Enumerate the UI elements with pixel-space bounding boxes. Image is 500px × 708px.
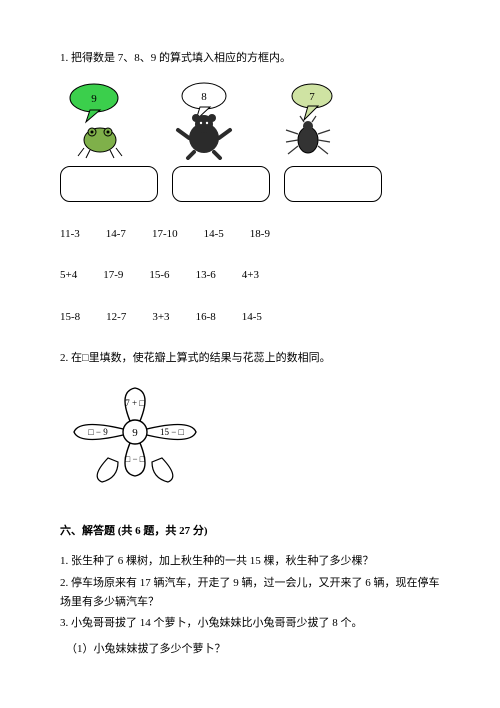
expr: 4+3 (242, 267, 259, 285)
expr: 17-10 (152, 226, 178, 244)
q1-answer-boxes (60, 166, 440, 202)
expr: 14-5 (204, 226, 224, 244)
q1-figure-7: 7 (268, 80, 348, 160)
problem-3-sub1: （1）小兔妹妹拔了多少个萝卜？ (66, 641, 440, 659)
expr: 16-8 (196, 309, 216, 327)
expr: 12-7 (106, 309, 126, 327)
question-1: 1. 把得数是 7、8、9 的算式填入相应的方框内。 9 8 (60, 50, 440, 326)
expr: 11-3 (60, 226, 80, 244)
section-6-title: 六、解答题 (共 6 题，共 27 分) (60, 523, 440, 541)
flower-figure: 9 7 + □ □ − 9 15 − □ □ − □ (60, 382, 440, 499)
q2-text: 2. 在□里填数，使花瓣上算式的结果与花蕊上的数相同。 (60, 350, 440, 368)
expr: 3+3 (152, 309, 169, 327)
flower-icon: 9 7 + □ □ − 9 15 − □ □ − □ (60, 382, 210, 492)
expr: 15-8 (60, 309, 80, 327)
petal-left: □ − 9 (88, 427, 108, 437)
q1-text: 1. 把得数是 7、8、9 的算式填入相应的方框内。 (60, 50, 440, 68)
petal-right: 15 − □ (160, 427, 185, 437)
expr-row-1: 11-3 14-7 17-10 14-5 18-9 (60, 226, 440, 244)
bubble-7-value: 7 (309, 91, 315, 103)
answer-box-7[interactable] (284, 166, 382, 202)
problem-1: 1. 张生种了 6 棵树，加上秋生种的一共 15 棵，秋生种了多少棵？ (60, 552, 440, 571)
expr: 17-9 (103, 267, 123, 285)
answer-box-9[interactable] (60, 166, 158, 202)
problem-2: 2. 停车场原来有 17 辆汽车，开走了 9 辆，过一会儿，又开来了 6 辆，现… (60, 574, 440, 611)
expr-row-3: 15-8 12-7 3+3 16-8 14-5 (60, 309, 440, 327)
expr: 18-9 (250, 226, 270, 244)
expr: 14-7 (106, 226, 126, 244)
expr: 5+4 (60, 267, 77, 285)
expr-row-2: 5+4 17-9 15-6 13-6 4+3 (60, 267, 440, 285)
q1-figure-9: 9 (60, 80, 140, 160)
bubble-frog-icon: 9 (60, 80, 140, 160)
answer-box-8[interactable] (172, 166, 270, 202)
expr: 14-5 (242, 309, 262, 327)
bubble-bear-icon: 8 (164, 80, 244, 160)
problem-3: 3. 小兔哥哥拔了 14 个萝卜，小兔妹妹比小兔哥哥少拔了 8 个。 (60, 614, 440, 633)
expr: 15-6 (149, 267, 169, 285)
bubble-9-value: 9 (91, 93, 97, 105)
petal-bottom: □ − □ (125, 454, 146, 464)
flower-center: 9 (132, 427, 138, 439)
bubble-8-value: 8 (201, 91, 207, 103)
bubble-bug-icon: 7 (268, 80, 348, 160)
question-2: 2. 在□里填数，使花瓣上算式的结果与花蕊上的数相同。 9 7 + □ □ − … (60, 350, 440, 498)
q1-figures: 9 8 (60, 80, 440, 160)
q1-figure-8: 8 (164, 80, 244, 160)
expr: 13-6 (196, 267, 216, 285)
petal-top: 7 + □ (125, 398, 145, 408)
